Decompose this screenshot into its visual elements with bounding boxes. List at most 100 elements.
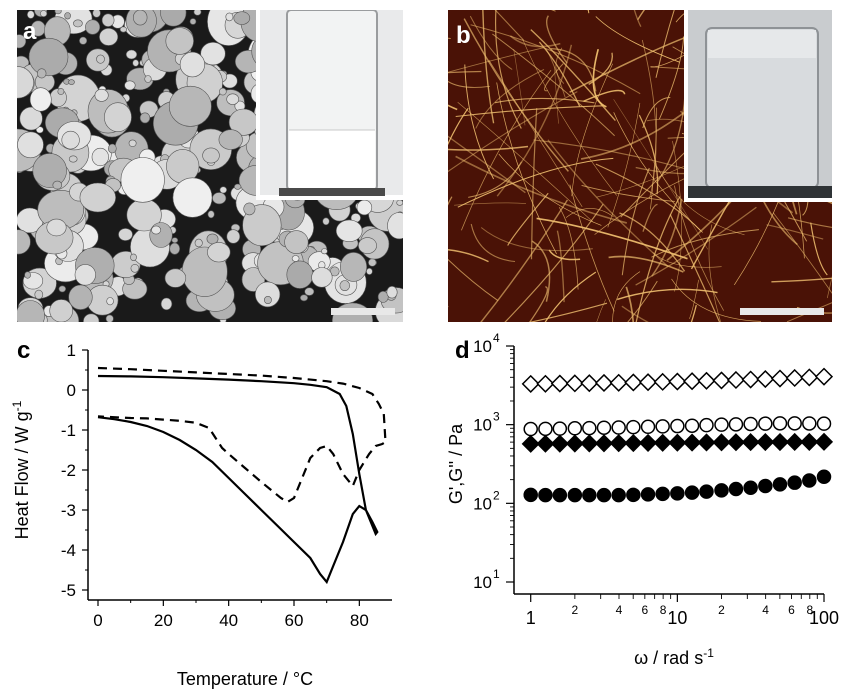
fiber: [642, 96, 671, 129]
droplet: [304, 287, 315, 296]
fiber: [588, 52, 614, 85]
diamond-filled-marker: [800, 432, 819, 451]
droplet: [202, 147, 220, 164]
droplet: [17, 34, 27, 49]
droplet: [386, 286, 398, 299]
circle-open-marker: [640, 419, 656, 435]
droplet: [255, 281, 281, 308]
x-minor-tick-label: 4: [762, 603, 769, 617]
diamond-filled-marker: [712, 433, 731, 452]
droplet: [172, 177, 213, 218]
fiber: [595, 16, 680, 63]
inset-vial-photo-b: [684, 10, 832, 202]
droplet: [17, 300, 45, 322]
fiber: [689, 279, 699, 320]
fiber: [494, 97, 595, 104]
droplet: [17, 66, 34, 99]
droplet: [171, 237, 179, 244]
y-tick-label: -3: [61, 501, 76, 520]
diamond-open-marker: [580, 374, 599, 393]
fiber: [530, 108, 538, 260]
diamond-filled-marker: [536, 434, 555, 453]
droplet: [165, 27, 194, 55]
fiber: [469, 15, 513, 70]
fiber: [448, 80, 490, 88]
fiber: [581, 184, 675, 202]
fiber: [480, 199, 569, 322]
fiber: [621, 305, 649, 322]
droplet: [263, 295, 272, 304]
fiber: [448, 258, 499, 302]
droplet: [243, 202, 256, 216]
y-axis-label-superscript: -1: [10, 400, 24, 411]
fiber: [671, 278, 762, 322]
circle-open-marker: [582, 420, 597, 436]
x-tick-label: 100: [809, 608, 839, 628]
panel-b-label: b: [456, 22, 471, 49]
x-tick-label: 60: [285, 611, 304, 630]
x-tick-label: 80: [350, 611, 369, 630]
diamond-open-marker: [770, 369, 790, 388]
droplet: [128, 139, 137, 148]
circle-open-marker: [802, 416, 817, 431]
droplet: [179, 51, 205, 78]
x-tick-label: 10: [667, 608, 687, 628]
x-minor-tick-label: 2: [572, 603, 579, 617]
diamond-filled-marker: [653, 433, 672, 452]
fiber: [690, 304, 697, 322]
circle-open-marker: [552, 421, 568, 436]
fiber: [475, 68, 545, 129]
diamond-filled-marker: [624, 433, 643, 453]
fiber: [612, 271, 641, 322]
droplet: [34, 289, 44, 300]
fiber: [674, 185, 725, 311]
y-tick-label: 1: [67, 341, 76, 360]
diamond-open-marker: [683, 372, 702, 391]
diamond-open-marker: [741, 370, 760, 389]
droplet: [27, 10, 35, 19]
droplet: [291, 255, 300, 262]
fiber: [766, 224, 824, 240]
fiber: [522, 39, 617, 196]
droplet: [219, 87, 227, 96]
droplet: [106, 297, 114, 306]
fiber: [583, 89, 626, 102]
diamond-open-marker: [638, 373, 658, 392]
fiber: [544, 271, 597, 322]
droplet-micrograph-image: [17, 10, 403, 322]
droplet: [61, 130, 80, 150]
droplet: [49, 299, 73, 322]
circle-filled-marker: [523, 487, 538, 503]
dashed-heat-flow-line: [97, 366, 387, 504]
diamond-open-marker: [550, 374, 569, 393]
circle-open-marker: [699, 417, 714, 433]
x-minor-tick-label: 4: [616, 603, 623, 617]
droplet: [160, 297, 173, 311]
fiber: [656, 165, 745, 236]
circle-filled-marker: [611, 487, 626, 503]
fiber: [538, 41, 581, 107]
heat-flow-chart: 1 0 -1 -2 -3 -4 -5 0 20 40 60 80 Temperature / °C Hea…: [10, 341, 392, 689]
fiber: [772, 212, 832, 294]
droplet: [189, 18, 197, 25]
droplet: [104, 102, 132, 132]
fiber: [642, 203, 658, 232]
droplet: [322, 217, 330, 226]
scale-bar: [331, 308, 395, 315]
circle-open-marker: [728, 417, 744, 432]
droplet: [24, 271, 31, 279]
droplet: [37, 68, 47, 79]
scale-bar: [740, 308, 824, 315]
droplet: [133, 10, 148, 26]
fiber: [787, 217, 832, 228]
fiber: [637, 10, 646, 21]
fiber: [492, 33, 615, 137]
droplet: [130, 253, 137, 262]
circle-filled-marker: [758, 478, 773, 494]
fiber: [496, 44, 573, 197]
fiber: [571, 63, 613, 197]
circle-filled-marker: [626, 487, 641, 503]
droplet: [335, 219, 363, 243]
circle-filled-marker: [714, 483, 729, 498]
diamond-filled-marker: [580, 434, 599, 453]
